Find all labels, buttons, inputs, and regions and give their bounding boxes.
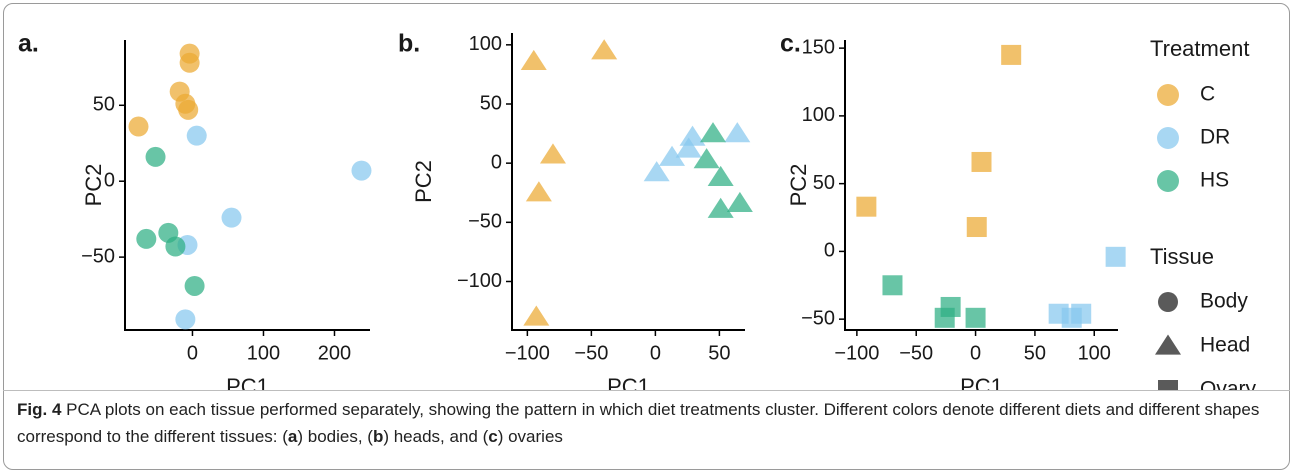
caption-text: PCA plots on each tissue performed separ… [17, 400, 1260, 446]
point [525, 181, 552, 202]
point [136, 228, 157, 249]
x-tick-label: 100 [1078, 342, 1111, 364]
point [591, 39, 618, 60]
legend-swatch [1157, 170, 1179, 192]
y-tick-label: −50 [801, 307, 835, 329]
y-tick-label: 50 [480, 92, 502, 114]
point [1061, 307, 1082, 328]
y-tick-label: −100 [457, 270, 502, 292]
panel-label: b. [398, 30, 420, 58]
caption-text: Fig. 4 [17, 400, 62, 419]
point [707, 165, 734, 186]
legend-shape [1158, 380, 1178, 390]
caption: Fig. 4 PCA plots on each tissue performe… [3, 390, 1290, 470]
x-tick-label: 100 [247, 342, 280, 364]
y-tick-label: 0 [491, 151, 502, 173]
point [693, 148, 720, 169]
x-tick-label: −50 [574, 342, 608, 364]
caption-text: b [372, 427, 384, 446]
legend-swatch [1157, 84, 1179, 106]
y-tick-label: 0 [104, 169, 115, 191]
y-axis-label: PC2 [81, 164, 106, 207]
legend-swatch [1157, 127, 1179, 149]
point [971, 151, 992, 172]
caption-text: a [287, 427, 298, 446]
caption-text: c [488, 427, 498, 446]
legend-label: DR [1200, 126, 1230, 149]
x-tick-label: 50 [1024, 342, 1046, 364]
y-tick-label: 150 [802, 36, 835, 58]
x-tick-label: 0 [970, 342, 981, 364]
point [643, 161, 670, 182]
y-tick-label: −50 [468, 211, 502, 233]
legend-label: Ovary [1200, 378, 1257, 390]
y-axis-label: PC2 [786, 164, 811, 207]
point [178, 99, 199, 120]
legend-label: HS [1200, 169, 1229, 192]
panel-label: a. [18, 30, 39, 58]
caption-text: ) bodies, ( [297, 427, 373, 446]
caption-text: ) heads, and ( [383, 427, 489, 446]
x-tick-label: −50 [899, 342, 933, 364]
x-axis-label: PC1 [607, 374, 650, 390]
y-tick-label: 100 [802, 104, 835, 126]
point [351, 160, 372, 181]
point [179, 52, 200, 73]
x-tick-label: 50 [708, 342, 730, 364]
point [934, 307, 955, 328]
point [221, 207, 242, 228]
point [726, 191, 753, 213]
x-tick-label: 0 [650, 342, 661, 364]
legend-label: Head [1200, 334, 1250, 357]
point [659, 145, 686, 166]
point [966, 217, 987, 238]
point [856, 196, 877, 217]
y-tick-label: 50 [93, 94, 115, 116]
legend-title: Tissue [1150, 244, 1214, 269]
point [175, 309, 196, 330]
legend-label: Body [1200, 290, 1248, 313]
chart: a. −50 0 50 0 100 200 PC1 PC2 b. −100 −50 0 50 100 −100… [18, 30, 1257, 390]
point [1001, 44, 1022, 65]
y-axis-label: PC2 [411, 160, 436, 203]
point [523, 305, 550, 326]
x-tick-label: −100 [834, 342, 879, 364]
point [165, 236, 186, 257]
figure-frame [3, 3, 1290, 470]
point [675, 137, 702, 158]
point [145, 146, 166, 167]
point [724, 122, 751, 143]
caption-text: ) ovaries [497, 427, 563, 446]
point [184, 275, 205, 296]
point [128, 116, 149, 137]
x-tick-label: 200 [318, 342, 351, 364]
point [186, 125, 207, 146]
y-tick-label: 100 [469, 33, 502, 55]
y-tick-label: −50 [81, 245, 115, 267]
x-tick-label: 0 [187, 342, 198, 364]
point [539, 143, 566, 164]
panel-label: c. [780, 30, 801, 58]
point [1105, 246, 1126, 267]
legend-title: Treatment [1150, 36, 1249, 61]
y-tick-label: 0 [824, 240, 835, 262]
point [707, 197, 734, 218]
x-axis-label: PC1 [960, 374, 1003, 390]
point [699, 122, 726, 143]
point [965, 307, 986, 328]
point [520, 49, 547, 71]
y-tick-label: 50 [813, 172, 835, 194]
legend-label: C [1200, 83, 1215, 106]
point [679, 125, 706, 146]
x-axis-label: PC1 [226, 374, 269, 390]
x-tick-label: −100 [505, 342, 550, 364]
point [882, 275, 903, 296]
legend-shape [1158, 292, 1178, 312]
legend-shape [1155, 334, 1181, 355]
